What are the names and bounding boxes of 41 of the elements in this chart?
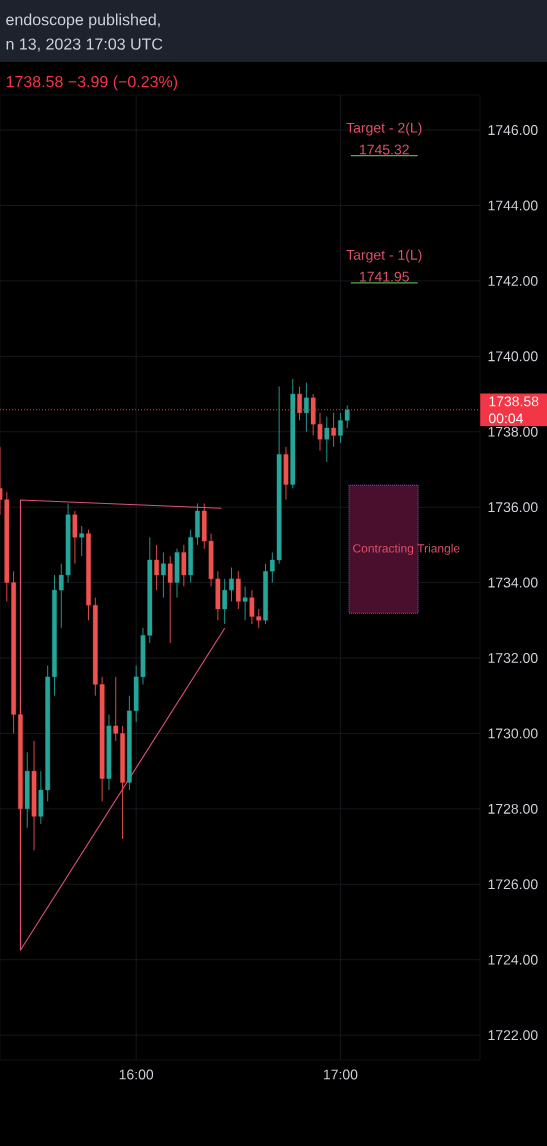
candlestick <box>344 404 350 429</box>
candlestick <box>249 589 255 625</box>
x-tick-label: 16:00 <box>119 1069 154 1080</box>
y-tick-label: 1742.00 <box>488 275 538 286</box>
candlestick <box>256 608 262 629</box>
y-tick-label: 1746.00 <box>488 125 538 136</box>
chart-subtitle: n 13, 2023 17:03 UTC <box>6 38 163 52</box>
candlestick <box>331 412 336 448</box>
y-tick-label: 1726.00 <box>488 879 538 890</box>
ref-line-label: 1738.58 <box>489 396 539 407</box>
candlestick <box>324 416 330 463</box>
y-tick-label: 1730.00 <box>488 728 538 739</box>
candlestick <box>167 555 173 644</box>
chart-title: endoscope published, <box>6 13 160 29</box>
ref-line-label: 1741.95 <box>360 271 409 282</box>
y-tick-label: 1724.00 <box>488 954 538 965</box>
ref-line-label: 1745.32 <box>360 144 409 155</box>
text: 1738.58 −3.99 (−0.23%) <box>6 75 178 91</box>
y-tick-label: 1732.00 <box>488 653 538 663</box>
y-tick-label: 1734.00 <box>488 577 538 588</box>
y-tick-label: 1722.00 <box>488 1030 538 1041</box>
candlestick <box>72 510 78 565</box>
candlestick <box>242 585 248 621</box>
candlestick <box>297 386 302 421</box>
annotation: Target - 2(L) <box>346 122 422 136</box>
band-label: Contracting Triangle <box>353 543 460 555</box>
candlestick <box>235 570 241 610</box>
candlestick <box>79 525 85 557</box>
y-tick-label: 1738.00 <box>488 426 538 437</box>
x-tick-label: 17:00 <box>323 1069 358 1080</box>
candlestick <box>161 551 166 599</box>
y-tick-label: 1736.00 <box>488 502 538 513</box>
candlestick <box>154 544 159 591</box>
candlestick <box>181 544 187 587</box>
y-tick-label: 1728.00 <box>488 803 538 814</box>
candlestick <box>304 382 309 433</box>
annotation: Target - 1(L) <box>346 249 422 263</box>
candlestick <box>338 412 343 444</box>
text: 00:04 <box>488 413 524 424</box>
y-tick-label: 1744.00 <box>488 200 538 211</box>
y-tick-label: 1740.00 <box>488 351 538 362</box>
